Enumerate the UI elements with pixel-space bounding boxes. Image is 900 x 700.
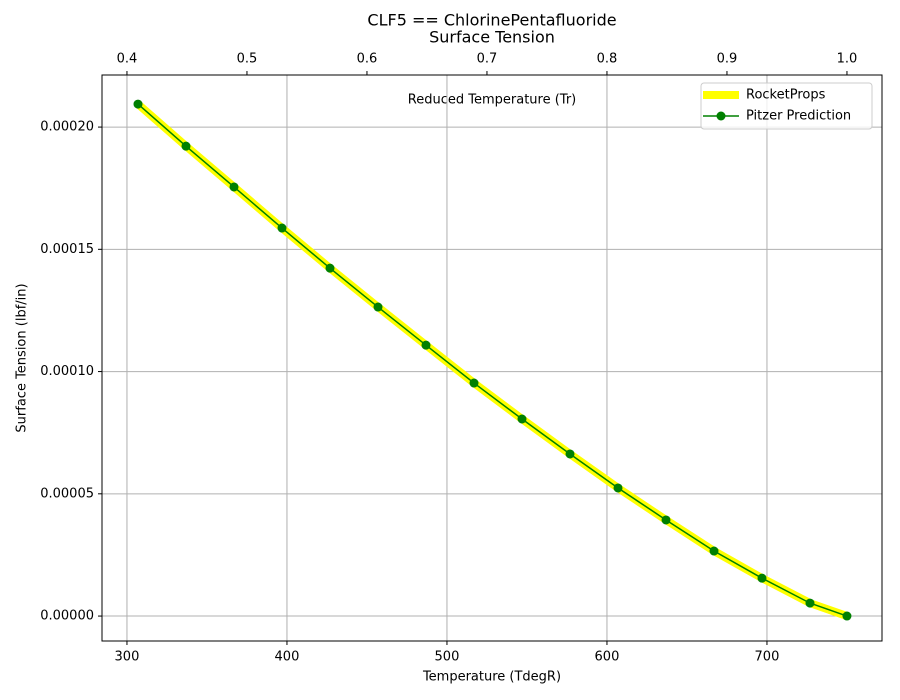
marker — [229, 182, 239, 192]
x-tick-label: 300 — [115, 650, 140, 665]
x2-axis-label: Reduced Temperature (Tr) — [408, 93, 576, 108]
x-axis-label: Temperature (TdegR) — [422, 670, 561, 685]
marker — [277, 223, 287, 233]
marker — [805, 598, 815, 608]
x-tick-label: 600 — [595, 650, 620, 665]
legend-label: Pitzer Prediction — [746, 109, 851, 124]
marker — [325, 263, 335, 273]
marker — [469, 378, 479, 388]
x2-tick-label: 0.6 — [357, 52, 378, 67]
marker — [517, 414, 527, 424]
x2-tick-label: 1.0 — [837, 52, 858, 67]
y-tick-label: 0.00010 — [40, 364, 94, 379]
marker — [373, 302, 383, 312]
y-tick-label: 0.00020 — [40, 120, 94, 135]
marker — [421, 340, 431, 350]
x-tick-label: 400 — [275, 650, 300, 665]
marker — [565, 449, 575, 459]
x2-tick-label: 0.7 — [477, 52, 498, 67]
series-line — [137, 103, 848, 617]
legend-box — [700, 82, 873, 130]
marker — [613, 483, 623, 493]
x2-tick-label: 0.5 — [237, 52, 258, 67]
chart-subtitle: Surface Tension — [429, 28, 555, 47]
marker — [842, 611, 852, 621]
y-tick-label: 0.00005 — [40, 486, 94, 501]
legend-marker — [716, 111, 726, 121]
marker — [133, 99, 143, 109]
plot-frame — [101, 74, 883, 642]
y-tick-label: 0.00015 — [40, 242, 94, 257]
marker — [757, 573, 767, 583]
x-tick-label: 500 — [435, 650, 460, 665]
x-tick-label: 700 — [755, 650, 780, 665]
y-tick-label: 0.00000 — [40, 609, 94, 624]
x2-tick-label: 0.4 — [117, 52, 138, 67]
chart-title: CLF5 == ChlorinePentafluoride — [367, 11, 616, 30]
x2-tick-label: 0.9 — [717, 52, 738, 67]
x2-tick-label: 0.8 — [597, 52, 618, 67]
y-axis-label: Surface Tension (lbf/in) — [15, 283, 30, 432]
marker — [709, 546, 719, 556]
legend-label: RocketProps — [746, 88, 826, 103]
series-line — [135, 101, 849, 620]
marker — [181, 141, 191, 151]
marker — [661, 515, 671, 525]
